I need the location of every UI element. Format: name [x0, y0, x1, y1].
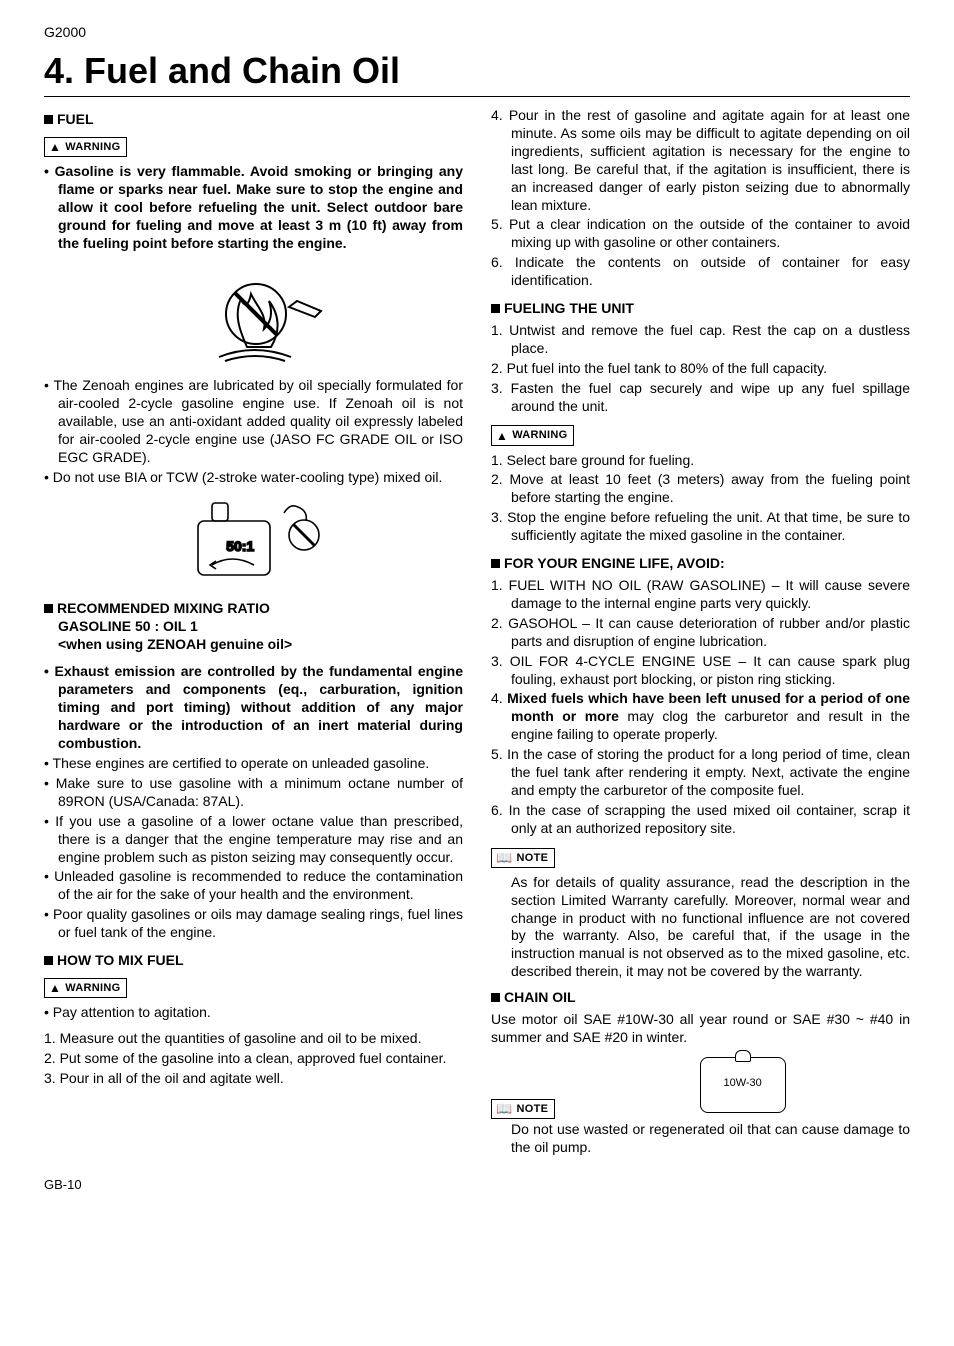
- list-item: Exhaust emission are controlled by the f…: [44, 663, 463, 753]
- list-item: Make sure to use gasoline with a minimum…: [44, 775, 463, 811]
- note-label: 📖NOTE: [491, 848, 555, 868]
- list-item: Pour in all of the oil and agitate well.: [44, 1070, 463, 1088]
- list-item: These engines are certified to operate o…: [44, 755, 463, 773]
- fuel-heading: FUEL: [44, 111, 463, 129]
- how-to-mix-heading: HOW TO MIX FUEL: [44, 952, 463, 970]
- no-flame-figure: [44, 259, 463, 372]
- warning-label: ▲WARNING: [44, 978, 127, 998]
- chain-oil-heading: CHAIN OIL: [491, 989, 910, 1007]
- list-item: Indicate the contents on outside of cont…: [491, 254, 910, 290]
- howto-steps: Measure out the quantities of gasoline a…: [44, 1030, 463, 1088]
- fueling-heading: FUELING THE UNIT: [491, 300, 910, 318]
- list-item: In the case of storing the product for a…: [491, 746, 910, 800]
- avoid-heading: FOR YOUR ENGINE LIFE, AVOID:: [491, 555, 910, 573]
- mixing-ratio-heading: RECOMMENDED MIXING RATIO GASOLINE 50 : O…: [44, 600, 463, 654]
- svg-text:50: 50: [226, 538, 242, 554]
- avoid-steps: FUEL WITH NO OIL (RAW GASOLINE) – It wil…: [491, 577, 910, 838]
- two-column-layout: FUEL ▲WARNING Gasoline is very flammable…: [44, 107, 910, 1163]
- list-item: Put a clear indication on the outside of…: [491, 216, 910, 252]
- fuel-warning-list: Gasoline is very flammable. Avoid smokin…: [44, 163, 463, 253]
- howto-warning-list: Pay attention to agitation.: [44, 1004, 463, 1022]
- list-item: Put fuel into the fuel tank to 80% of th…: [491, 360, 910, 378]
- book-icon: 📖: [496, 1102, 513, 1115]
- model-code: G2000: [44, 24, 910, 42]
- title-rule: [44, 96, 910, 97]
- svg-text::1: :1: [241, 538, 254, 554]
- right-column: Pour in the rest of gasoline and agitate…: [491, 107, 910, 1163]
- howto-steps-continued: Pour in the rest of gasoline and agitate…: [491, 107, 910, 290]
- list-item: The Zenoah engines are lubricated by oil…: [44, 377, 463, 467]
- list-item: Put some of the gasoline into a clean, a…: [44, 1050, 463, 1068]
- note-text: Do not use wasted or regenerated oil tha…: [511, 1121, 910, 1157]
- list-item: Poor quality gasolines or oils may damag…: [44, 906, 463, 942]
- list-item: Fasten the fuel cap securely and wipe up…: [491, 380, 910, 416]
- list-item: GASOHOL – It can cause deterioration of …: [491, 615, 910, 651]
- mixing-figure: 50 :1: [44, 493, 463, 594]
- chain-oil-text: Use motor oil SAE #10W-30 all year round…: [491, 1011, 910, 1047]
- list-item: Unleaded gasoline is recommended to redu…: [44, 868, 463, 904]
- mixing-info-list: Exhaust emission are controlled by the f…: [44, 663, 463, 942]
- list-item: Pay attention to agitation.: [44, 1004, 463, 1022]
- warning-label: ▲WARNING: [44, 137, 127, 157]
- book-icon: 📖: [496, 851, 513, 864]
- list-item: Stop the engine before refueling the uni…: [491, 509, 910, 545]
- list-item: If you use a gasoline of a lower octane …: [44, 813, 463, 867]
- page-title: 4. Fuel and Chain Oil: [44, 48, 910, 94]
- list-item: FUEL WITH NO OIL (RAW GASOLINE) – It wil…: [491, 577, 910, 613]
- warning-icon: ▲: [49, 982, 61, 994]
- list-item: Select bare ground for fueling.: [491, 452, 910, 470]
- warning-icon: ▲: [49, 141, 61, 153]
- oil-canister-figure: 10W-30: [700, 1057, 786, 1113]
- list-item: Do not use BIA or TCW (2-stroke water-co…: [44, 469, 463, 487]
- fueling-warning-steps: Select bare ground for fueling. Move at …: [491, 452, 910, 546]
- fueling-steps: Untwist and remove the fuel cap. Rest th…: [491, 322, 910, 416]
- list-item: OIL FOR 4-CYCLE ENGINE USE – It can caus…: [491, 653, 910, 689]
- list-item: Mixed fuels which have been left unused …: [491, 690, 910, 744]
- fuel-info-list: The Zenoah engines are lubricated by oil…: [44, 377, 463, 486]
- left-column: FUEL ▲WARNING Gasoline is very flammable…: [44, 107, 463, 1163]
- list-item: Measure out the quantities of gasoline a…: [44, 1030, 463, 1048]
- list-item: Gasoline is very flammable. Avoid smokin…: [44, 163, 463, 253]
- note-label: 📖NOTE: [491, 1099, 555, 1119]
- note-text: As for details of quality assurance, rea…: [511, 874, 910, 981]
- list-item: In the case of scrapping the used mixed …: [491, 802, 910, 838]
- warning-icon: ▲: [496, 430, 508, 442]
- list-item: Untwist and remove the fuel cap. Rest th…: [491, 322, 910, 358]
- list-item: Pour in the rest of gasoline and agitate…: [491, 107, 910, 214]
- page-footer: GB-10: [44, 1177, 910, 1194]
- warning-label: ▲WARNING: [491, 425, 574, 445]
- list-item: Move at least 10 feet (3 meters) away fr…: [491, 471, 910, 507]
